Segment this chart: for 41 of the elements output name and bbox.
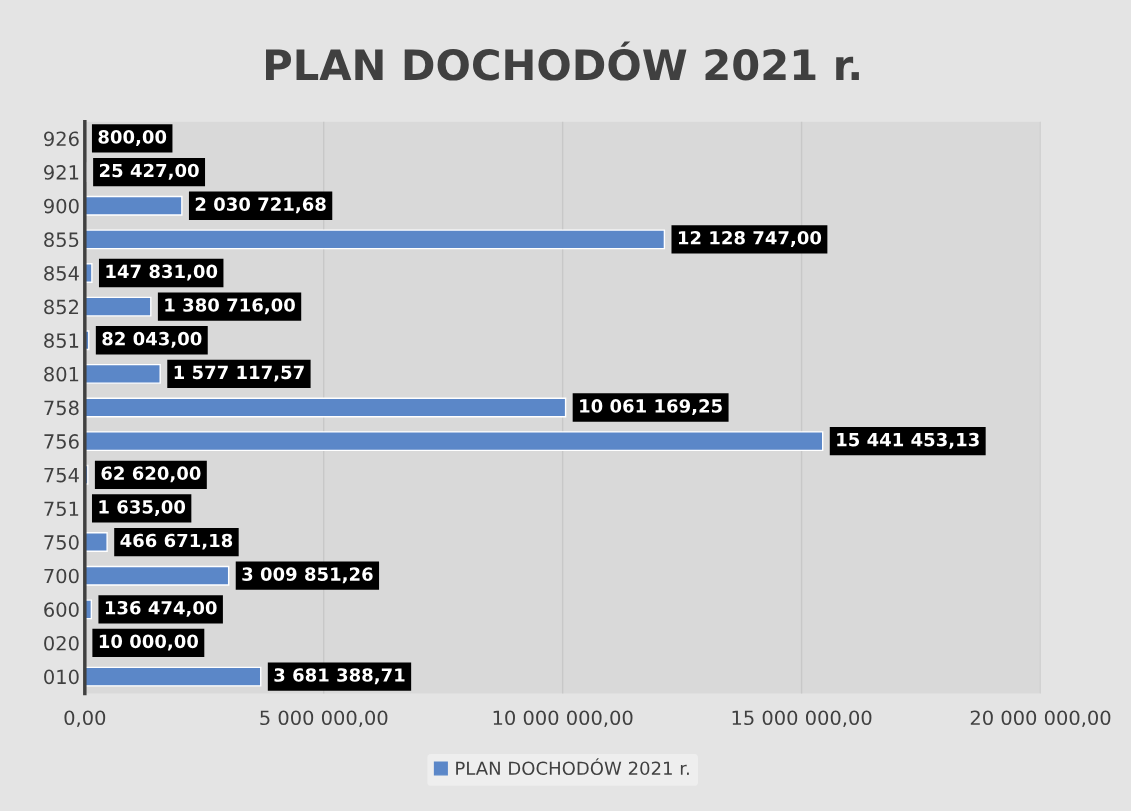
data-label: 1 577 117,57: [174, 365, 304, 382]
y-tick-label: 855: [44, 232, 79, 248]
y-tick-label: 756: [44, 434, 79, 449]
y-tick-label: 010: [44, 669, 79, 685]
legend-label: PLAN DOCHODÓW 2021 r.: [456, 758, 689, 776]
data-label: 3 681 388,71: [274, 668, 405, 685]
y-tick-label: 854: [44, 265, 79, 281]
data-label: 10 061 169,25: [580, 399, 722, 416]
chart-title: PLAN DOCHODÓW 2021 r.: [266, 41, 859, 81]
data-label: 147 831,00: [106, 264, 218, 281]
data-label: 800,00: [98, 130, 167, 147]
data-label: 136 474,00: [105, 600, 217, 617]
data-label: 466 671,18: [120, 533, 233, 550]
y-tick-label: 921: [44, 165, 79, 180]
data-label: 12 128 747,00: [678, 230, 822, 247]
y-tick-label: 020: [44, 635, 79, 651]
y-tick-label: 600: [44, 602, 79, 617]
y-tick-label: 852: [44, 299, 79, 315]
data-label: 62 620,00: [101, 466, 201, 483]
data-label: 1 635,00: [99, 500, 186, 516]
y-tick-label: 751: [44, 501, 79, 517]
y-tick-label: 900: [44, 198, 79, 214]
data-label: 3 009 851,26: [242, 567, 373, 584]
data-label: 2 030 721,68: [195, 197, 326, 214]
y-tick-label: 700: [44, 568, 79, 584]
data-label: 25 427,00: [99, 163, 199, 180]
x-tick-label: 20 000 000,00: [970, 710, 1111, 728]
y-tick-label: 750: [44, 535, 79, 550]
y-tick-label: 754: [44, 468, 79, 483]
data-label: 1 380 716,00: [165, 298, 295, 315]
data-label: 82 043,00: [102, 331, 202, 348]
data-label: 10 000,00: [99, 634, 199, 651]
x-tick-label: 10 000 000,00: [493, 710, 633, 728]
y-tick-label: 758: [44, 400, 79, 416]
y-tick-label: 851: [44, 333, 79, 348]
x-tick-label: 15 000 000,00: [732, 710, 872, 728]
x-tick-label: 5 000 000,00: [260, 710, 388, 728]
x-tick-label: 0,00: [64, 710, 106, 728]
y-tick-label: 926: [44, 131, 79, 147]
data-label: 15 441 453,13: [837, 432, 979, 449]
y-tick-label: 801: [44, 366, 79, 382]
